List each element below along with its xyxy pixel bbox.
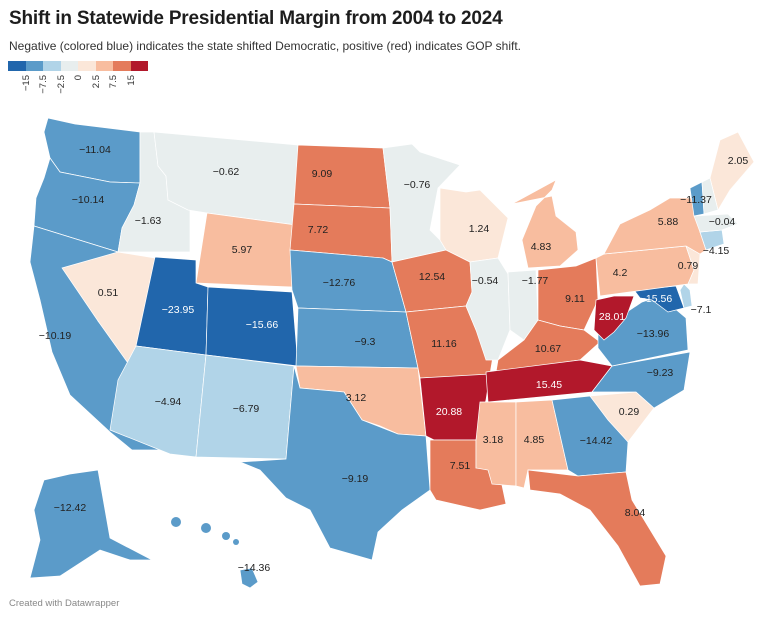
state-nd[interactable] [293, 144, 391, 209]
state-label-ut: −23.95 [162, 304, 195, 316]
state-label-mn: −0.76 [404, 179, 431, 191]
state-label-pa: 4.2 [613, 267, 628, 279]
state-label-ne: −12.76 [323, 277, 356, 289]
state-label-vt: −11.37 [680, 194, 712, 206]
state-mn[interactable] [382, 143, 461, 263]
legend-swatch [95, 61, 113, 71]
state-label-ma: −0.04 [709, 216, 736, 228]
state-label-de: −7.1 [691, 304, 712, 316]
state-label-co: −15.66 [246, 319, 279, 331]
state-va[interactable] [597, 295, 689, 367]
state-label-nv: 0.51 [98, 287, 119, 299]
state-ny[interactable] [603, 197, 707, 255]
state-ma[interactable] [693, 213, 739, 233]
state-label-ga: −14.42 [580, 435, 613, 447]
state-tx[interactable] [239, 365, 431, 561]
legend-swatch [113, 61, 131, 71]
legend-swatch [43, 61, 61, 71]
state-nh[interactable] [701, 177, 719, 215]
chart-subtitle: Negative (colored blue) indicates the st… [9, 39, 522, 53]
legend-swatch [130, 61, 148, 71]
state-hi-island[interactable] [222, 532, 230, 540]
state-label-in: −1.77 [522, 275, 549, 287]
state-label-me: 2.05 [728, 155, 749, 167]
legend-swatch [25, 61, 43, 71]
state-label-ca: −10.19 [39, 330, 72, 342]
state-label-sc: 0.29 [619, 406, 640, 418]
state-de[interactable] [679, 283, 693, 309]
state-sc[interactable] [589, 391, 655, 443]
state-label-ky: 10.67 [535, 343, 561, 355]
state-label-mt: −0.62 [213, 166, 240, 178]
state-fl[interactable] [527, 469, 667, 587]
state-label-ia: 12.54 [419, 271, 445, 283]
state-label-az: −4.94 [155, 396, 182, 408]
state-label-id: −1.63 [135, 215, 162, 227]
state-me[interactable] [709, 131, 755, 211]
state-label-wv: 28.01 [599, 311, 625, 323]
state-label-va: −13.96 [637, 328, 670, 340]
state-label-nm: −6.79 [233, 403, 260, 415]
state-hi-island[interactable] [171, 517, 181, 527]
state-label-mo: 11.16 [431, 338, 457, 350]
state-label-ks: −9.3 [355, 336, 376, 348]
state-label-wi: 1.24 [469, 223, 490, 235]
state-label-ny: 5.88 [658, 216, 679, 228]
state-label-nc: −9.23 [647, 367, 674, 379]
state-label-wy: 5.97 [232, 244, 253, 256]
state-label-md: −15.56 [640, 293, 673, 305]
state-md[interactable] [633, 285, 685, 313]
state-label-tx: −9.19 [342, 473, 369, 485]
state-label-fl: 8.04 [625, 507, 646, 519]
state-mi[interactable] [511, 179, 579, 269]
state-label-al: 4.85 [524, 434, 545, 446]
state-hi-island[interactable] [233, 539, 239, 545]
state-label-ar: 20.88 [436, 406, 462, 418]
state-label-nd: 9.09 [312, 168, 333, 180]
state-ak[interactable] [29, 469, 153, 579]
state-label-wa: −11.04 [79, 144, 111, 156]
legend-swatches [8, 61, 148, 71]
state-label-ak: −12.42 [54, 502, 87, 514]
chart-title: Shift in Statewide Presidential Margin f… [9, 8, 503, 29]
state-label-nj: 0.79 [678, 260, 699, 272]
state-hi-island[interactable] [201, 523, 211, 533]
state-label-ct: −4.15 [703, 245, 730, 257]
footer-credit: Created with Datawrapper [9, 598, 120, 609]
state-label-la: 7.51 [450, 460, 471, 472]
state-il[interactable] [465, 257, 511, 361]
state-label-hi: −14.36 [238, 562, 271, 574]
state-wv[interactable] [593, 295, 635, 341]
state-label-ms: 3.18 [483, 434, 504, 446]
legend-swatch [78, 61, 96, 71]
legend-swatch [60, 61, 78, 71]
state-label-tn: 15.45 [536, 379, 562, 391]
state-label-or: −10.14 [72, 194, 105, 206]
state-label-sd: 7.72 [308, 224, 329, 236]
legend-swatch [8, 61, 26, 71]
state-label-oh: 9.11 [565, 293, 585, 305]
state-label-mi: 4.83 [531, 241, 552, 253]
state-label-ok: 3.12 [346, 392, 367, 404]
state-hi[interactable] [239, 567, 259, 589]
color-legend: −15 −7.5 −2.5 0 2.5 7.5 15 [8, 61, 148, 101]
state-label-il: −0.54 [472, 275, 499, 287]
